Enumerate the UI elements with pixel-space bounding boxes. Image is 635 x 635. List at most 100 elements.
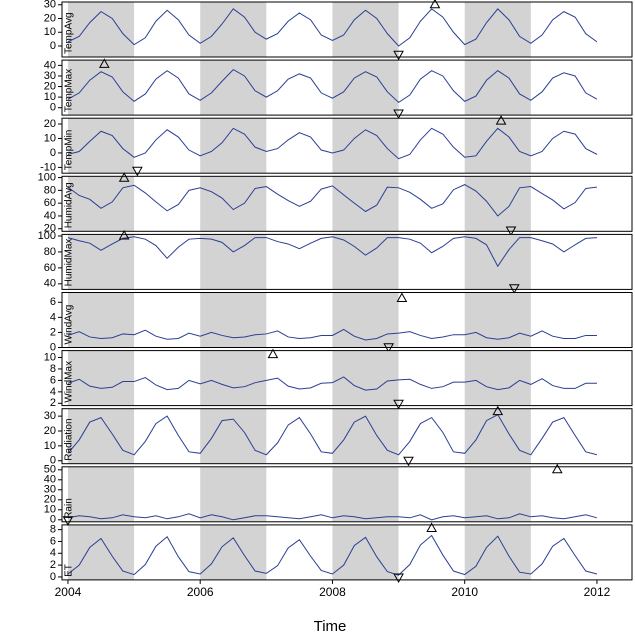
year-shade (332, 350, 399, 406)
y-tick-label: 80 (44, 184, 56, 196)
year-shade (200, 60, 267, 116)
panel-label: TempAvg (64, 12, 75, 54)
year-shade (200, 466, 267, 522)
panel-label: TempMax (64, 69, 75, 112)
y-tick-label: 8 (50, 524, 56, 536)
panel-label: Rain (64, 498, 75, 519)
y-tick-label: 6 (50, 374, 56, 386)
year-shade (332, 60, 399, 116)
y-tick-label: 20 (44, 494, 56, 506)
year-shade (332, 408, 399, 464)
y-tick-label: 10 (44, 351, 56, 363)
max-marker (492, 405, 504, 416)
max-marker (267, 348, 279, 359)
max-marker (426, 522, 437, 532)
y-tick-label: 40 (44, 210, 56, 222)
year-shade (200, 408, 267, 464)
min-marker (505, 226, 517, 237)
y-tick-label: 30 (44, 0, 56, 11)
min-marker (132, 166, 143, 177)
panel-frame (61, 350, 633, 407)
year-shade (200, 350, 267, 406)
data-line (67, 127, 598, 160)
year-shade (332, 2, 399, 57)
min-marker (403, 456, 414, 467)
year-shade (67, 2, 135, 57)
year-shade (332, 234, 399, 290)
y-tick-label: 6 (50, 535, 56, 547)
panel-frame (61, 408, 633, 465)
x-tick-label: 2004 (55, 585, 82, 599)
year-shade (332, 524, 399, 580)
year-shade (200, 234, 267, 290)
year-shade (67, 234, 135, 290)
year-shade (464, 118, 531, 174)
year-shade (67, 408, 135, 464)
y-tick-label: 8 (50, 363, 56, 375)
y-tick-label: 10 (44, 91, 56, 103)
year-shade (67, 292, 135, 348)
panel-label: TempMin (64, 130, 75, 171)
max-marker (495, 115, 507, 125)
panel-label: HumidAvg (64, 182, 75, 228)
min-marker (383, 343, 395, 353)
y-tick-label: 20 (44, 80, 56, 92)
panel-label: WindMax (64, 361, 75, 403)
x-axis-title: Time (314, 618, 347, 635)
y-tick-label: 10 (44, 440, 56, 452)
panel-label: ET (64, 564, 75, 577)
y-tick-label: 60 (44, 197, 56, 209)
data-line (67, 8, 598, 47)
y-tick-label: 2 (50, 326, 56, 338)
x-tick-label: 2006 (187, 585, 214, 599)
x-tick-label: 2010 (451, 585, 478, 599)
year-shade (332, 176, 399, 232)
y-tick-label: 0 (50, 514, 56, 526)
max-marker (118, 229, 130, 240)
year-shade (200, 2, 267, 57)
max-marker (118, 172, 130, 182)
panel-frame (61, 175, 633, 232)
panel-label: WindAvg (64, 305, 75, 345)
y-tick-label: 40 (44, 59, 56, 71)
panel-frame (61, 466, 633, 523)
data-line (67, 534, 598, 576)
data-line (67, 184, 598, 217)
y-tick-label: 10 (44, 132, 56, 144)
y-tick-label: 20 (44, 118, 56, 130)
year-shade (464, 466, 531, 522)
y-tick-label: 20 (44, 223, 56, 235)
data-line (67, 513, 598, 521)
y-tick-label: 20 (44, 425, 56, 437)
y-tick-label: 2 (50, 559, 56, 571)
data-line (67, 413, 598, 456)
year-shade (464, 408, 531, 464)
min-marker (62, 516, 74, 526)
y-tick-label: 30 (44, 70, 56, 82)
panel-frame (61, 1, 633, 58)
data-line (67, 236, 597, 268)
year-shade (200, 176, 267, 232)
year-shade (200, 292, 267, 348)
y-tick-label: 60 (44, 262, 56, 274)
data-line (67, 376, 597, 391)
y-tick-label: 4 (50, 386, 56, 398)
panel-frame (61, 59, 633, 116)
y-tick-label: 30 (44, 410, 56, 422)
year-shade (332, 118, 399, 174)
y-tick-label: 4 (50, 547, 56, 559)
year-shade (67, 60, 135, 116)
y-tick-label: 100 (38, 230, 56, 242)
year-shade (464, 60, 531, 116)
y-tick-label: 80 (44, 246, 56, 258)
y-tick-label: 4 (50, 311, 56, 323)
y-tick-label: 20 (44, 12, 56, 24)
year-shade (464, 234, 531, 290)
y-tick-label: 2 (50, 397, 56, 409)
year-shade (67, 350, 135, 406)
y-tick-label: 10 (44, 504, 56, 516)
min-marker (393, 50, 404, 61)
y-tick-label: 0 (50, 571, 56, 583)
panel-label: Radiation (64, 418, 75, 460)
